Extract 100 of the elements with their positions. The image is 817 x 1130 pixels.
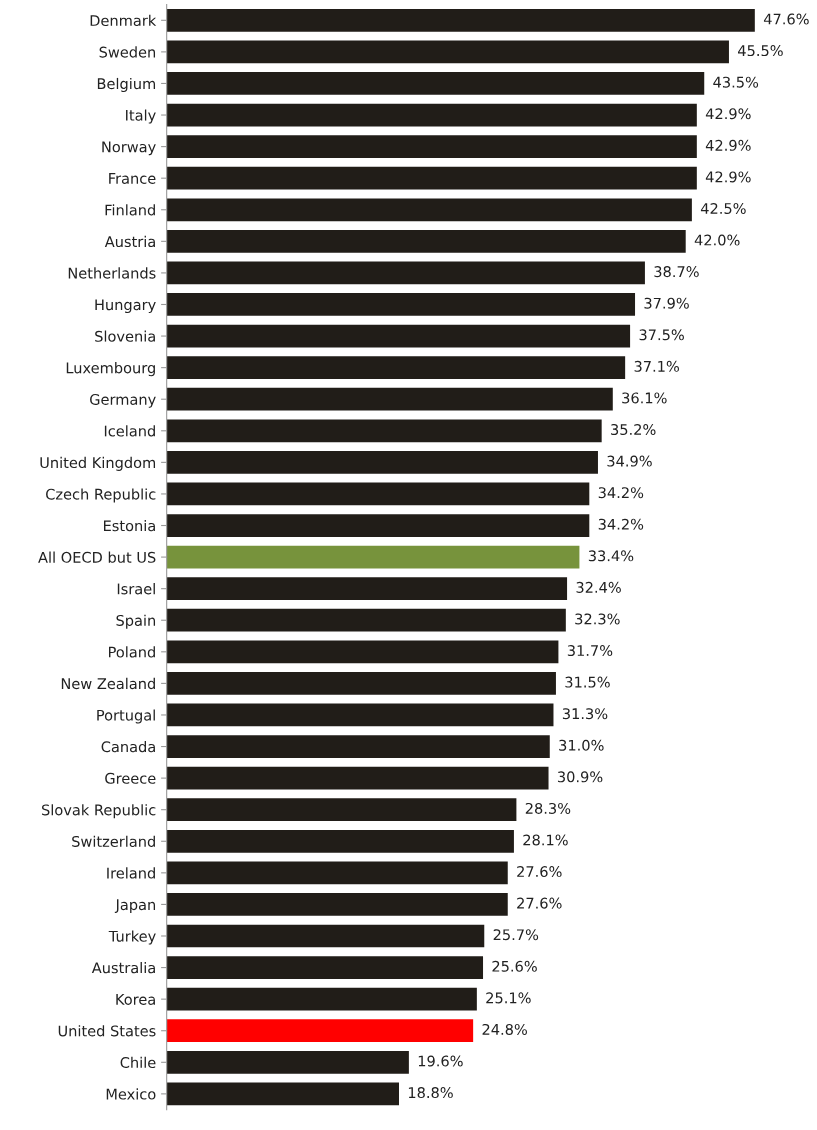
y-tick-label: Norway	[102, 141, 156, 156]
y-tick-label: France	[109, 173, 156, 184]
y-tick-label: Ireland	[107, 867, 155, 879]
data-label: 42.9%	[705, 171, 751, 183]
y-tick-label: Austria	[104, 235, 155, 248]
bar	[166, 166, 697, 190]
y-tick-label: Korea	[116, 994, 155, 1005]
bar	[166, 735, 550, 758]
bar	[166, 861, 508, 885]
data-label: 42.5%	[700, 202, 746, 214]
y-tick-label: Germany	[90, 393, 156, 408]
bar	[166, 482, 590, 506]
y-tick-label: Israel	[117, 583, 155, 595]
y-tick-label: Slovak Republic	[42, 804, 156, 819]
data-label: 30.9%	[557, 771, 603, 783]
y-tick-label: Portugal	[97, 709, 155, 724]
bar	[166, 608, 566, 632]
data-label: 28.3%	[525, 802, 571, 814]
bar	[166, 924, 485, 948]
y-tick-label: Poland	[109, 646, 155, 658]
data-label: 37.1%	[634, 360, 680, 372]
data-label: 32.3%	[575, 613, 620, 625]
bar	[166, 356, 626, 379]
y-tick-label: Mexico	[106, 1088, 156, 1100]
bar	[166, 72, 705, 95]
data-label: 34.2%	[598, 487, 644, 499]
bar	[166, 672, 556, 695]
data-label: 25.6%	[492, 960, 537, 972]
data-label: 27.6%	[517, 897, 562, 909]
y-tick-label: Chile	[120, 1056, 156, 1069]
data-label: 35.2%	[611, 423, 656, 436]
bar	[166, 514, 590, 537]
y-tick-label: Greece	[105, 772, 156, 784]
y-tick-label: Sweden	[99, 46, 156, 58]
y-tick-label: Turkey	[108, 930, 156, 945]
y-tick-label: United Kingdom	[40, 456, 156, 471]
data-label: 43.5%	[713, 76, 759, 88]
y-tick-label: Czech Republic	[46, 488, 156, 503]
y-tick-label: Belgium	[97, 77, 156, 93]
data-label: 42.9%	[705, 139, 751, 151]
bar	[166, 324, 631, 348]
bar	[166, 829, 514, 853]
bar	[166, 451, 598, 474]
bar	[166, 545, 580, 569]
data-label: 45.5%	[738, 45, 783, 57]
data-label: 31.5%	[565, 676, 610, 688]
bar	[166, 198, 692, 222]
bar	[166, 703, 554, 727]
bar	[166, 766, 549, 790]
data-label: 18.8%	[408, 1087, 453, 1099]
y-tick-label: New Zealand	[61, 677, 155, 690]
data-label: 31.7%	[567, 645, 613, 657]
bar	[166, 1050, 409, 1074]
data-label: 47.6%	[763, 13, 809, 25]
bar	[166, 577, 568, 601]
data-label: 38.7%	[654, 266, 699, 278]
bar	[166, 293, 636, 316]
bar	[166, 387, 613, 411]
bar	[166, 135, 697, 158]
bar	[166, 261, 645, 285]
y-tick-label: Denmark	[90, 14, 157, 27]
y-tick-label: Netherlands	[68, 267, 156, 279]
bar	[166, 40, 729, 64]
bar	[166, 229, 686, 253]
data-label: 33.4%	[588, 550, 634, 562]
y-tick-label: Japan	[114, 899, 156, 913]
y-tick-label: Estonia	[104, 519, 155, 532]
bar	[166, 1019, 474, 1043]
data-label: 34.2%	[598, 518, 644, 530]
data-label: 24.8%	[482, 1023, 527, 1035]
data-label: 27.6%	[517, 866, 562, 878]
data-label: 25.1%	[486, 992, 531, 1004]
data-label: 37.5%	[639, 329, 684, 341]
y-tick-label: All OECD but US	[38, 551, 156, 563]
y-tick-label: Slovenia	[95, 330, 155, 342]
data-label: 42.0%	[694, 234, 740, 246]
bar	[166, 798, 517, 822]
bar	[166, 640, 559, 664]
data-label: 28.1%	[523, 834, 568, 846]
data-label: 34.9%	[607, 455, 652, 467]
y-tick-label: Finland	[105, 204, 155, 216]
data-label: 36.1%	[622, 392, 667, 404]
y-tick-label: Spain	[116, 614, 156, 629]
data-label: 37.9%	[644, 297, 689, 309]
y-tick-label: Switzerland	[72, 835, 155, 848]
y-tick-label: Italy	[126, 109, 156, 124]
y-tick-label: Hungary	[95, 299, 156, 314]
bar	[166, 419, 602, 443]
bar	[166, 103, 697, 127]
data-label: 31.3%	[562, 708, 608, 720]
y-tick-label: Canada	[101, 741, 155, 753]
y-tick-label: Luxembourg	[66, 362, 155, 377]
bar	[166, 893, 508, 916]
data-label: 31.0%	[559, 739, 604, 751]
y-tick-label: United States	[58, 1025, 156, 1037]
y-tick-label: Iceland	[104, 425, 155, 437]
data-label: 32.4%	[576, 581, 621, 593]
data-label: 19.6%	[418, 1055, 463, 1067]
bar	[166, 956, 484, 979]
data-label: 25.7%	[493, 929, 539, 941]
